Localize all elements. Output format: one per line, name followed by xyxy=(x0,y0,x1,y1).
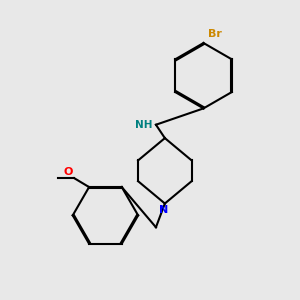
Text: N: N xyxy=(159,205,168,215)
Text: NH: NH xyxy=(135,120,152,130)
Text: Br: Br xyxy=(208,28,222,38)
Text: O: O xyxy=(63,167,73,177)
